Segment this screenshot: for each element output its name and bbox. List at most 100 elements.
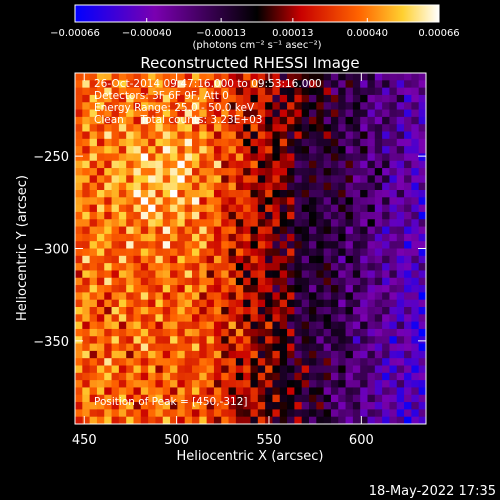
heatmap-cell: [96, 153, 105, 162]
heatmap-cell: [206, 124, 215, 132]
heatmap-cell: [272, 372, 281, 381]
heatmap-cell: [140, 241, 149, 249]
heatmap-cell: [133, 299, 142, 308]
heatmap-cell: [177, 168, 186, 176]
heatmap-cell: [389, 146, 398, 154]
heatmap-cell: [96, 343, 105, 352]
heatmap-cell: [396, 336, 405, 344]
heatmap-cell: [389, 336, 398, 344]
heatmap-cell: [301, 365, 310, 374]
heatmap-cell: [287, 285, 295, 293]
heatmap-cell: [374, 153, 383, 162]
heatmap-cell: [213, 248, 222, 257]
heatmap-cell: [294, 402, 303, 410]
heatmap-cell: [287, 116, 295, 125]
heatmap-cell: [345, 380, 354, 388]
heatmap-cell: [309, 241, 317, 249]
heatmap-cell: [213, 241, 222, 249]
heatmap-cell: [104, 153, 112, 162]
heatmap-cell: [228, 350, 237, 359]
heatmap-cell: [192, 380, 200, 388]
heatmap-cell: [162, 190, 171, 198]
heatmap-cell: [133, 116, 142, 125]
heatmap-cell: [170, 226, 178, 235]
heatmap-cell: [170, 241, 178, 249]
heatmap-cell: [133, 350, 142, 359]
heatmap-cell: [111, 248, 120, 257]
heatmap-cell: [294, 182, 303, 191]
heatmap-cell: [184, 328, 193, 337]
heatmap-cell: [104, 292, 112, 301]
heatmap-cell: [418, 387, 426, 396]
heatmap-cell: [345, 299, 354, 308]
heatmap-cell: [352, 358, 361, 366]
heatmap-cell: [104, 270, 112, 279]
heatmap-cell: [301, 146, 310, 154]
heatmap-cell: [213, 416, 222, 424]
heatmap-cell: [213, 168, 222, 176]
heatmap-cell: [140, 80, 149, 89]
heatmap-cell: [243, 233, 251, 242]
heatmap-cell: [126, 124, 134, 132]
heatmap-cell: [126, 204, 134, 213]
heatmap-cell: [382, 277, 390, 286]
heatmap-cell: [316, 219, 325, 227]
heatmap-cell: [184, 263, 193, 271]
heatmap-cell: [257, 175, 266, 184]
heatmap-cell: [352, 160, 361, 169]
heatmap-cell: [235, 226, 244, 235]
heatmap-cell: [75, 182, 83, 191]
heatmap-cell: [411, 80, 420, 89]
heatmap-cell: [148, 168, 156, 176]
heatmap-cell: [272, 87, 281, 96]
heatmap-cell: [206, 416, 215, 424]
heatmap-cell: [330, 153, 339, 162]
heatmap-cell: [162, 277, 171, 286]
heatmap-cell: [206, 270, 215, 279]
heatmap-cell: [235, 146, 244, 154]
heatmap-cell: [360, 233, 368, 242]
heatmap-cell: [338, 416, 346, 424]
heatmap-cell: [309, 94, 317, 103]
heatmap-cell: [162, 263, 171, 271]
heatmap-cell: [257, 277, 266, 286]
heatmap-cell: [221, 87, 229, 96]
heatmap-cell: [192, 394, 200, 403]
heatmap-cell: [294, 87, 303, 96]
heatmap-cell: [170, 380, 178, 388]
heatmap-cell: [411, 182, 420, 191]
heatmap-cell: [111, 307, 120, 315]
heatmap-cell: [382, 402, 390, 410]
heatmap-cell: [192, 182, 200, 191]
heatmap-cell: [330, 175, 339, 184]
heatmap-cell: [309, 219, 317, 227]
heatmap-cell: [75, 109, 83, 118]
heatmap-cell: [323, 270, 332, 279]
heatmap-cell: [140, 211, 149, 220]
heatmap-cell: [111, 146, 120, 154]
axes: 450 500 550 600−250−300−350: [33, 73, 426, 448]
heatmap-cell: [199, 160, 208, 169]
heatmap-cell: [206, 197, 215, 206]
heatmap-cell: [111, 241, 120, 249]
heatmap-cell: [345, 146, 354, 154]
heatmap-cell: [243, 87, 251, 96]
heatmap-cell: [352, 328, 361, 337]
heatmap-cell: [360, 416, 368, 424]
heatmap-cell: [104, 131, 112, 140]
heatmap-cell: [75, 94, 83, 103]
heatmap-cell: [257, 87, 266, 96]
heatmap-cell: [389, 175, 398, 184]
heatmap-cell: [367, 299, 376, 308]
heatmap-cell: [309, 153, 317, 162]
heatmap-cell: [382, 409, 390, 418]
heatmap-cell: [294, 321, 303, 330]
heatmap-cell: [126, 416, 134, 424]
heatmap-cell: [170, 263, 178, 271]
heatmap-cell: [228, 153, 237, 162]
heatmap-cell: [330, 138, 339, 147]
heatmap-cell: [389, 87, 398, 96]
heatmap-cell: [389, 124, 398, 132]
heatmap-cell: [374, 233, 383, 242]
heatmap-cell: [323, 211, 332, 220]
